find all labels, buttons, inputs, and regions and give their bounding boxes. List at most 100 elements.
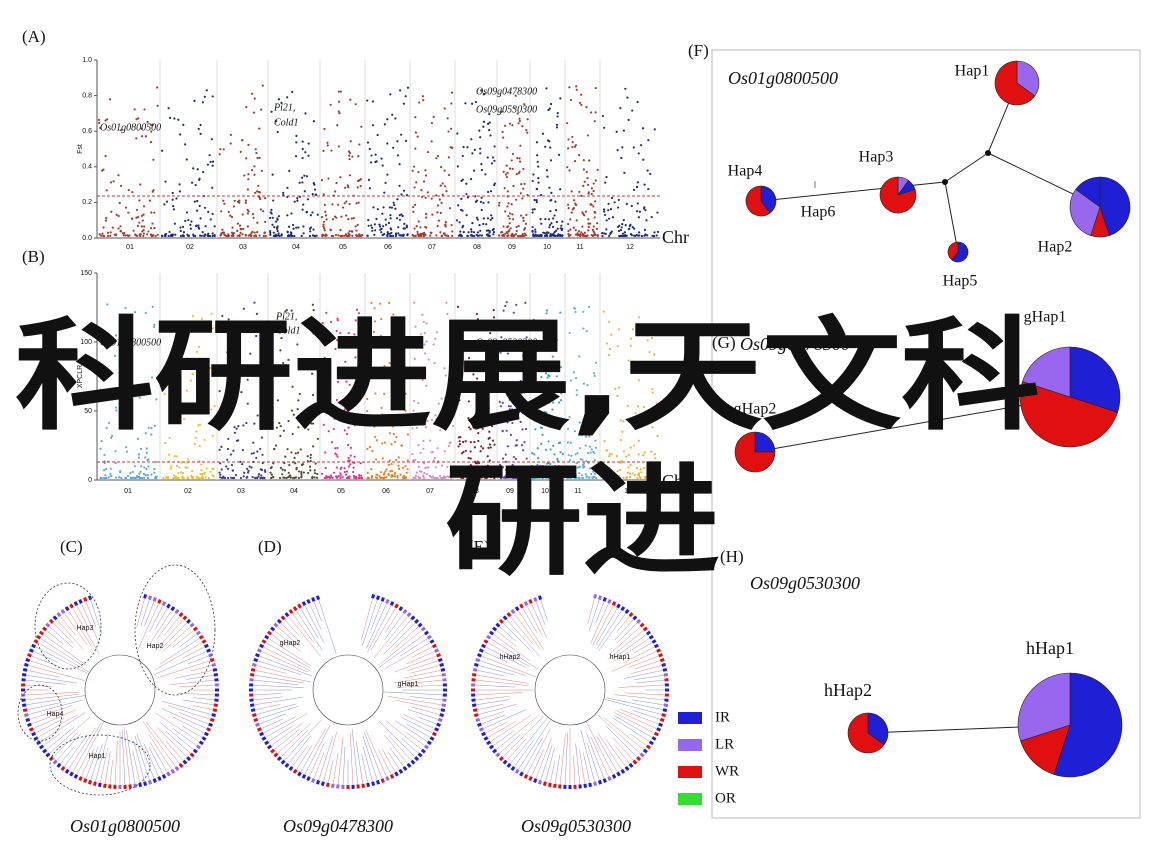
snp-point: [509, 405, 512, 408]
chr-label: 10: [543, 244, 551, 251]
snp-point: [611, 475, 615, 479]
tip-mark: [483, 736, 489, 741]
snp-point: [526, 364, 529, 368]
snp-point: [301, 208, 304, 211]
snp-point: [232, 449, 235, 452]
snp-point: [398, 163, 401, 166]
snp-point: [229, 214, 232, 217]
snp-point: [471, 475, 475, 478]
snp-point: [285, 308, 288, 312]
snp-point: [219, 476, 222, 479]
tip-mark: [593, 593, 598, 599]
snp-point: [251, 230, 254, 233]
branch: [263, 646, 311, 671]
snp-point: [486, 465, 489, 469]
snp-point: [588, 476, 591, 479]
tip-mark: [658, 653, 663, 658]
snp-point: [580, 433, 583, 437]
snp-point: [314, 462, 317, 465]
branch: [142, 721, 177, 768]
overlay-text: 研进: [445, 450, 720, 592]
snp-point: [153, 424, 156, 427]
branch: [475, 696, 510, 701]
snp-point: [148, 199, 152, 202]
tip-mark: [472, 708, 478, 713]
tip-mark: [437, 657, 443, 663]
snp-point: [175, 455, 178, 458]
snp-point: [490, 425, 494, 428]
snp-point: [637, 216, 640, 219]
tip-mark: [189, 752, 195, 758]
snp-point: [463, 469, 466, 472]
snp-point: [552, 401, 555, 404]
snp-point: [272, 448, 276, 451]
snp-point: [488, 129, 491, 132]
snp-point: [488, 231, 491, 234]
branch: [288, 735, 311, 764]
tip-mark: [250, 708, 256, 713]
branch: [280, 622, 300, 642]
snp-point: [401, 466, 405, 469]
snp-point: [233, 426, 236, 429]
snp-point: [220, 408, 224, 411]
tip-mark: [426, 740, 432, 746]
snp-point: [526, 474, 529, 477]
branch: [535, 601, 546, 625]
snp-point: [486, 455, 489, 458]
snp-point: [525, 336, 528, 339]
tip-mark: [270, 748, 276, 754]
snp-point: [517, 224, 520, 228]
snp-point: [635, 210, 639, 213]
snp-point: [302, 203, 305, 206]
snp-point: [293, 234, 296, 238]
snp-point: [104, 474, 107, 477]
network-edge: [760, 181, 946, 202]
snp-point: [367, 178, 371, 181]
snp-point: [450, 127, 453, 130]
snp-point: [384, 420, 387, 423]
snp-point: [444, 220, 447, 224]
snp-point: [206, 234, 210, 238]
snp-point: [347, 232, 350, 235]
snp-point: [324, 373, 327, 376]
snp-point: [256, 450, 259, 453]
snp-point: [119, 229, 122, 233]
tip-mark: [642, 626, 648, 632]
snp-point: [567, 232, 570, 236]
tip-mark: [213, 703, 219, 707]
snp-point: [417, 444, 420, 447]
snp-point: [435, 417, 438, 421]
snp-point: [163, 392, 166, 395]
snp-point: [450, 223, 453, 227]
snp-point: [505, 473, 508, 477]
snp-point: [489, 476, 493, 479]
snp-point: [261, 84, 264, 87]
snp-point: [253, 97, 256, 100]
snp-point: [294, 155, 298, 158]
snp-point: [142, 234, 145, 238]
snp-point: [499, 351, 502, 354]
snp-point: [205, 467, 208, 470]
snp-point: [622, 476, 625, 479]
snp-point: [516, 410, 519, 413]
snp-point: [219, 473, 222, 476]
snp-point: [172, 208, 176, 211]
snp-point: [518, 119, 521, 123]
branch: [158, 622, 188, 652]
snp-point: [422, 447, 425, 450]
snp-point: [525, 213, 528, 216]
snp-point: [135, 234, 139, 237]
snp-point: [269, 231, 272, 235]
snp-point: [131, 190, 134, 194]
tip-mark: [471, 673, 477, 677]
branch: [259, 713, 287, 725]
snp-point: [592, 225, 595, 228]
tip-mark: [662, 667, 668, 672]
tip-mark: [253, 657, 259, 663]
snp-point: [523, 467, 526, 470]
branch: [583, 752, 590, 783]
snp-point: [568, 331, 571, 335]
branch: [72, 607, 100, 655]
snp-point: [229, 374, 233, 377]
branch: [81, 603, 100, 644]
